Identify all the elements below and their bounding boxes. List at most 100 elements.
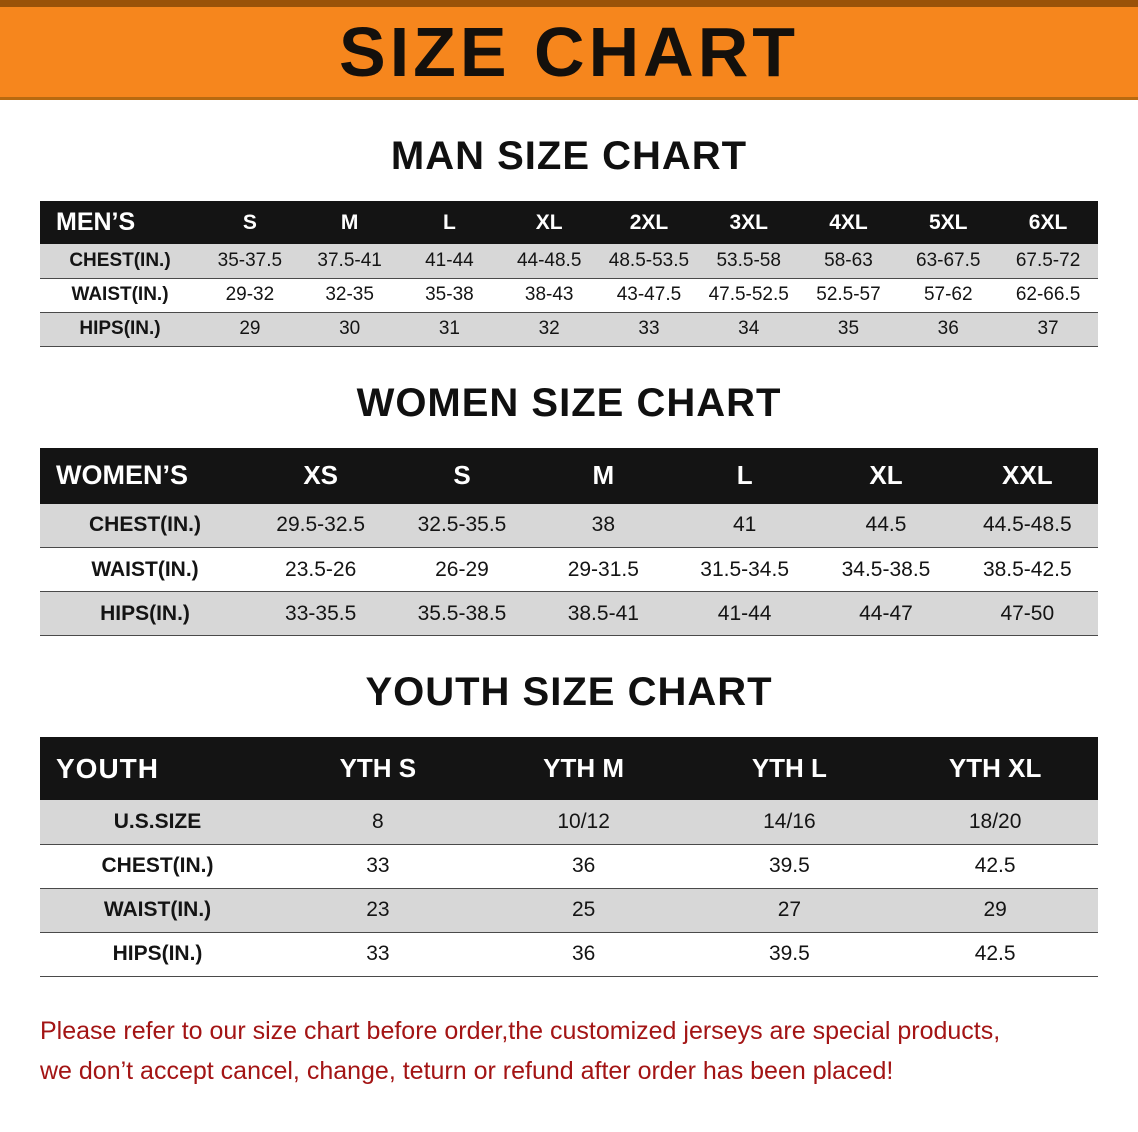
table-header-row: YOUTH YTH S YTH M YTH L YTH XL [40, 737, 1098, 800]
size-value-cell: 38 [591, 513, 615, 537]
size-value-cell: 23.5-26 [285, 557, 357, 581]
size-column-header: 4XL [798, 201, 899, 244]
size-value-cell: 44.5-48.5 [982, 513, 1072, 537]
table-row: WAIST(IN.) 23.5-26 26-29 29-31.5 31.5-34.5 34… [40, 547, 1098, 592]
size-value-cell: 44.5 [865, 513, 907, 537]
size-value-cell: 35 [837, 318, 860, 339]
size-column-header: 6XL [998, 201, 1098, 244]
men-section: MAN SIZE CHART MEN’S S M L XL 2XL 3XL 4XL 5XL 6XL… [0, 134, 1138, 347]
men-section-heading: MAN SIZE CHART [390, 134, 748, 178]
size-column-header: S [200, 201, 300, 244]
size-column-header: 3XL [698, 201, 799, 244]
row-label-cell: WAIST(IN.) [71, 284, 169, 305]
youth-section: YOUTH SIZE CHART YOUTH YTH S YTH M YTH L YTH… [0, 670, 1138, 977]
size-column-header: YTH M [480, 737, 687, 800]
size-value-cell: 29-32 [225, 284, 275, 305]
row-label-cell: CHEST(IN.) [101, 854, 214, 877]
banner: SIZE CHART [0, 0, 1138, 100]
women-section-heading: WOMEN SIZE CHART [356, 380, 782, 425]
size-value-cell: 33 [366, 854, 390, 877]
youth-section-heading: YOUTH SIZE CHART [365, 670, 773, 714]
size-value-cell: 58-63 [824, 249, 873, 271]
size-value-cell: 35.5-38.5 [417, 601, 507, 625]
size-value-cell: 33 [366, 942, 390, 965]
size-column-header: XL [815, 447, 957, 504]
row-label-cell: CHEST(IN.) [89, 513, 201, 537]
row-label-cell: HIPS(IN.) [79, 318, 161, 339]
size-value-cell: 32 [538, 318, 560, 339]
size-value-cell: 63-67.5 [916, 249, 981, 271]
size-value-cell: 25 [571, 898, 596, 921]
table-title-cell: MEN’S [40, 201, 200, 244]
table-title-cell: WOMEN’S [40, 447, 250, 504]
size-value-cell: 44-48.5 [516, 249, 582, 271]
size-value-cell: 44-47 [859, 601, 913, 625]
page-title: SIZE CHART [339, 13, 799, 91]
size-value-cell: 35-38 [425, 284, 474, 305]
row-label-cell: HIPS(IN.) [100, 601, 190, 625]
size-column-header: M [299, 201, 400, 244]
size-column-header: YTH S [275, 737, 481, 800]
size-value-cell: 38-43 [524, 284, 574, 305]
size-column-header: XXL [956, 447, 1098, 504]
size-column-header: 2XL [599, 201, 699, 244]
women-size-table: WOMEN’S XS S M L XL XXL CHEST(IN.) 29.5-32.5 32.5… [40, 447, 1098, 637]
size-value-cell: 38.5-41 [567, 601, 639, 625]
size-column-header: XS [250, 447, 392, 504]
size-value-cell: 62-66.5 [1015, 284, 1081, 305]
size-value-cell: 38.5-42.5 [982, 557, 1072, 581]
size-column-header: XL [499, 201, 600, 244]
size-value-cell: 34 [738, 318, 760, 339]
size-value-cell: 47.5-52.5 [708, 284, 789, 305]
size-value-cell: 36 [571, 854, 596, 877]
size-value-cell: 32-35 [325, 284, 374, 305]
table-row: HIPS(IN.) 29 30 31 32 33 34 35 36 37 [40, 312, 1098, 346]
size-value-cell: 8 [372, 809, 384, 833]
row-label-cell: U.S.SIZE [113, 809, 202, 833]
size-value-cell: 29 [983, 898, 1007, 921]
size-column-header: 5XL [898, 201, 999, 244]
size-value-cell: 39.5 [768, 942, 810, 965]
table-title-cell: YOUTH [40, 737, 275, 800]
size-value-cell: 30 [339, 318, 361, 339]
footer-note-line-2: we don’t accept cancel, change, teturn o… [40, 1056, 894, 1085]
size-value-cell: 42.5 [974, 854, 1016, 877]
size-value-cell: 31 [438, 318, 460, 339]
table-row: HIPS(IN.) 33-35.5 35.5-38.5 38.5-41 41-44 44-… [40, 591, 1098, 636]
size-value-cell: 47-50 [1000, 601, 1055, 625]
size-value-cell: 31.5-34.5 [700, 557, 790, 581]
footer-note: Please refer to our size chart before or… [40, 1011, 1100, 1091]
size-chart-page: SIZE CHART MAN SIZE CHART MEN’S S M L XL 2XL 3… [0, 0, 1138, 1091]
size-value-cell: 41 [732, 513, 757, 537]
table-row: WAIST(IN.) 23 25 27 29 [40, 888, 1098, 932]
size-column-header: YTH XL [892, 737, 1098, 800]
size-value-cell: 57-62 [923, 284, 973, 305]
size-value-cell: 36 [571, 942, 596, 965]
size-value-cell: 37.5-41 [317, 249, 382, 271]
size-value-cell: 41-44 [717, 601, 772, 625]
size-value-cell: 35-37.5 [217, 249, 283, 271]
row-label-cell: HIPS(IN.) [112, 942, 203, 965]
row-label-cell: CHEST(IN.) [69, 249, 171, 271]
size-value-cell: 27 [777, 898, 802, 921]
men-size-table: MEN’S S M L XL 2XL 3XL 4XL 5XL 6XL CHEST(IN.) 35-37… [40, 201, 1098, 347]
table-row: WAIST(IN.) 29-32 32-35 35-38 38-43 43-47.5 47.… [40, 278, 1098, 312]
size-value-cell: 10/12 [557, 809, 610, 833]
table-row: CHEST(IN.) 29.5-32.5 32.5-35.5 38 41 44.5 44.5… [40, 503, 1098, 548]
size-column-header: S [391, 447, 533, 504]
size-value-cell: 18/20 [968, 809, 1022, 833]
size-column-header: YTH L [686, 737, 893, 800]
size-column-header: L [399, 201, 500, 244]
table-row: CHEST(IN.) 33 36 39.5 42.5 [40, 844, 1098, 888]
table-row: CHEST(IN.) 35-37.5 37.5-41 41-44 44-48.5 48.5… [40, 244, 1098, 278]
size-value-cell: 53.5-58 [716, 249, 781, 271]
size-column-header: L [673, 447, 816, 504]
size-value-cell: 33 [638, 318, 660, 339]
size-value-cell: 33-35.5 [285, 601, 357, 625]
youth-size-table: YOUTH YTH S YTH M YTH L YTH XL U.S.SIZE 8 10/12… [40, 737, 1098, 977]
row-label-cell: WAIST(IN.) [103, 898, 212, 921]
size-value-cell: 36 [937, 318, 959, 339]
table-row: U.S.SIZE 8 10/12 14/16 18/20 [40, 800, 1098, 844]
row-label-cell: WAIST(IN.) [91, 557, 199, 581]
size-value-cell: 14/16 [763, 809, 816, 833]
